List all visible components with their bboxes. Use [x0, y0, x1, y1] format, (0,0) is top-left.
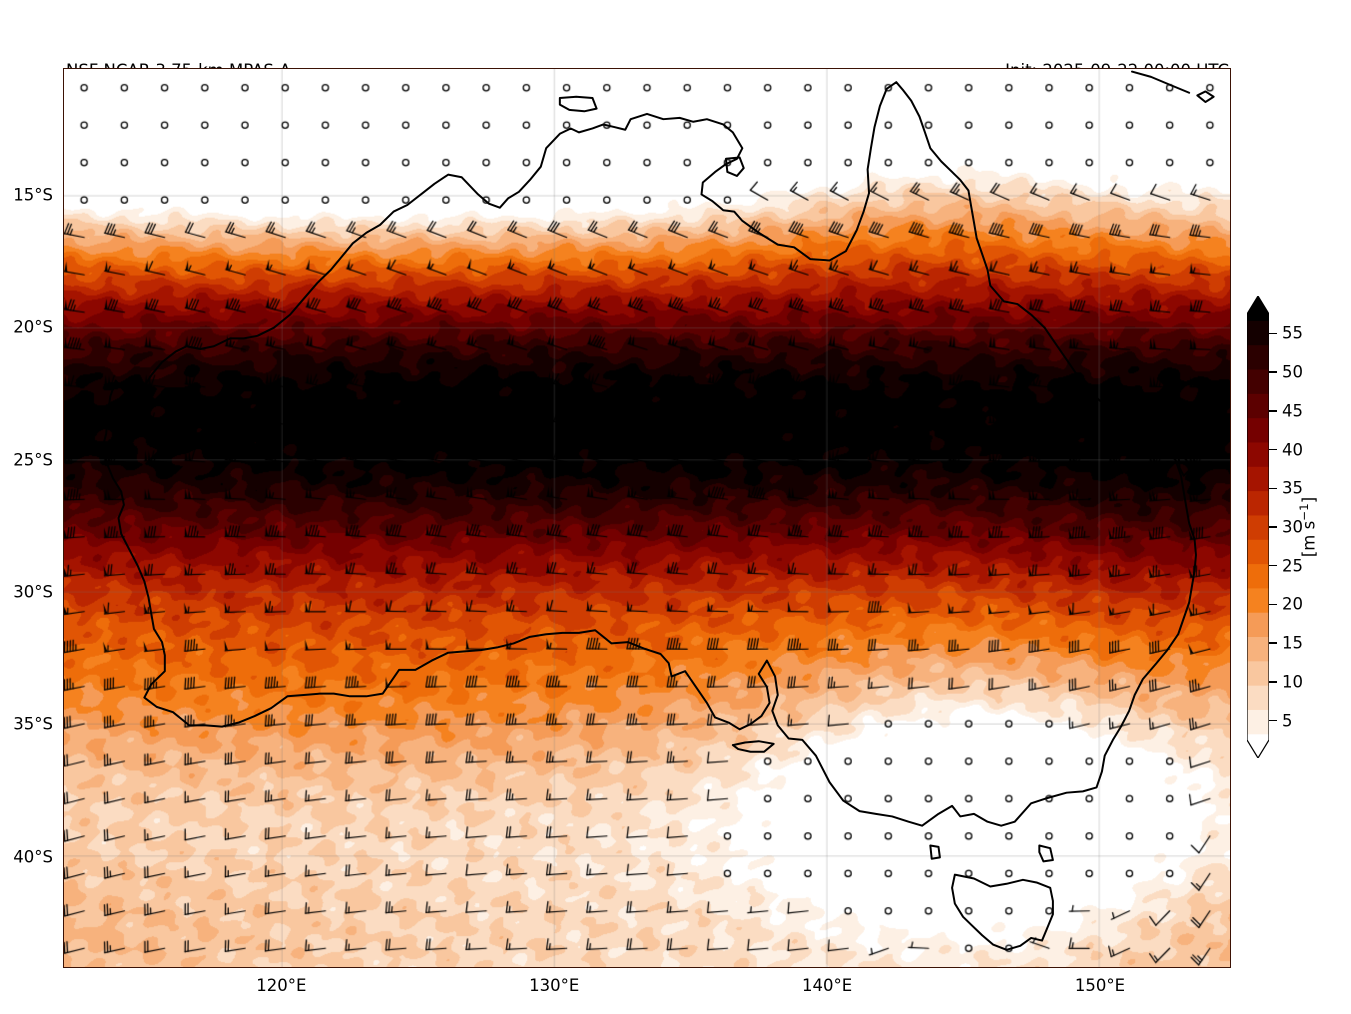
colorbar-tick: 25 [1282, 556, 1303, 576]
coastline-island-b [1130, 70, 1191, 94]
coastline-flinders-island [1038, 844, 1054, 863]
y-axis-tick: 20°S [13, 317, 53, 337]
colorbar-tick-mark [1269, 642, 1277, 644]
y-axis-tick: 25°S [13, 450, 53, 470]
colorbar-tick-mark [1269, 487, 1277, 489]
coastline-mainland [101, 81, 1197, 827]
colorbar-tick: 55 [1282, 323, 1303, 343]
coastline-layer [101, 70, 1215, 951]
colorbar-tick-mark [1269, 410, 1277, 412]
colorbar-tick: 20 [1282, 594, 1303, 614]
colorbar-unit-exponent: −1 [1297, 503, 1311, 521]
colorbar-tick-mark [1269, 332, 1277, 335]
colorbar-tick-mark [1269, 565, 1277, 567]
y-axis-tick: 30°S [13, 582, 53, 602]
colorbar-tick-mark [1269, 681, 1277, 683]
coastline-kangaroo-island [731, 740, 775, 753]
y-axis-tick: 40°S [13, 847, 53, 867]
y-axis-tick: 35°S [13, 714, 53, 734]
x-axis-tick: 150°E [1074, 976, 1126, 995]
colorbar-gradient [1247, 296, 1269, 758]
x-axis-tick: 120°E [256, 976, 307, 995]
coastline-fraser-island [1177, 450, 1191, 477]
colorbar-tick: 5 [1282, 711, 1293, 731]
coastline-tasmania [951, 873, 1054, 951]
colorbar-axis-label: [m s−1] [1297, 496, 1319, 558]
coastline-island-a [1196, 90, 1215, 104]
colorbar-unit-close: ] [1299, 496, 1319, 504]
colorbar-tick: 50 [1282, 362, 1303, 382]
colorbar-tick: 10 [1282, 672, 1303, 692]
wind-barb-layer [64, 69, 1230, 967]
colorbar-tick: 40 [1282, 440, 1303, 460]
x-axis-tick: 130°E [529, 976, 580, 995]
colorbar-tick-mark [1269, 719, 1277, 722]
colorbar-tick-mark [1269, 526, 1277, 528]
colorbar-tick: 35 [1282, 478, 1303, 498]
coastline-groote-eylandt [724, 156, 745, 177]
colorbar-tick: 30 [1282, 517, 1303, 537]
coastline-king-island [929, 844, 941, 860]
colorbar-tick-mark [1269, 371, 1277, 373]
colorbar-tick: 45 [1282, 401, 1303, 421]
x-axis-tick: 140°E [802, 976, 853, 995]
colorbar-tick: 15 [1282, 633, 1303, 653]
colorbar-unit-text: [m s [1299, 520, 1319, 558]
colorbar-tick-mark [1269, 603, 1277, 606]
map-plot-area [63, 68, 1231, 968]
colorbar [1247, 296, 1269, 758]
y-axis-tick: 15°S [13, 185, 53, 205]
colorbar-tick-mark [1269, 448, 1277, 451]
coastline-melville-island [558, 95, 598, 113]
